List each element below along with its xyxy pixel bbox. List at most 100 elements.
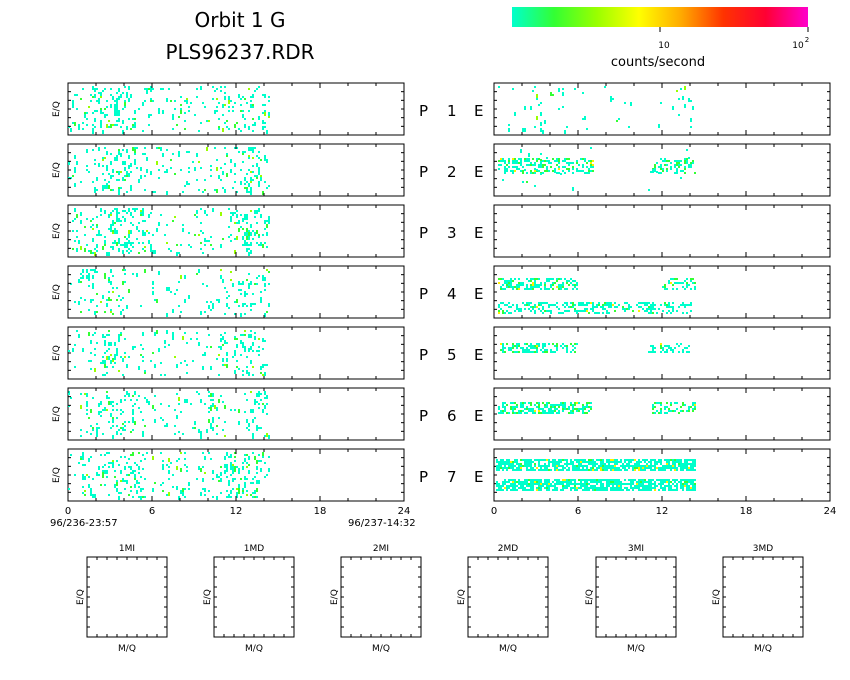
data-cell	[132, 124, 134, 126]
data-cell	[614, 489, 616, 491]
data-cell	[534, 162, 536, 164]
data-cell	[166, 464, 168, 466]
data-cell	[104, 342, 106, 346]
data-cell	[116, 159, 118, 161]
data-cell	[652, 479, 654, 481]
data-cell	[244, 484, 246, 488]
data-cell	[110, 311, 112, 313]
data-cell	[184, 120, 186, 122]
data-cell	[80, 297, 82, 299]
data-cell	[554, 304, 556, 306]
data-cell	[590, 147, 592, 149]
data-cell	[634, 487, 636, 489]
data-cell	[128, 234, 130, 236]
data-cell	[156, 228, 158, 232]
data-cell	[658, 489, 660, 491]
data-cell	[128, 248, 130, 250]
data-cell	[166, 287, 168, 291]
data-cell	[572, 302, 574, 304]
data-cell	[116, 431, 118, 433]
data-cell	[94, 252, 96, 256]
data-cell	[658, 172, 660, 174]
data-cell	[530, 286, 532, 288]
row-label-e: E	[474, 102, 483, 120]
data-cell	[586, 404, 588, 406]
data-cell	[108, 281, 110, 283]
data-cell	[198, 234, 200, 236]
data-cell	[128, 356, 130, 358]
data-cell	[268, 435, 270, 439]
data-cell	[538, 481, 540, 483]
data-cell	[268, 112, 270, 116]
data-cell	[536, 349, 538, 351]
data-cell	[672, 302, 674, 304]
data-cell	[264, 110, 266, 112]
data-cell	[242, 466, 244, 470]
data-cell	[610, 483, 612, 485]
data-cell	[260, 393, 262, 395]
data-cell	[510, 278, 512, 280]
data-cell	[606, 302, 608, 304]
data-cell	[686, 485, 688, 487]
data-cell	[136, 208, 138, 210]
data-cell	[220, 348, 222, 350]
data-cell	[104, 454, 106, 456]
data-cell	[106, 397, 108, 399]
data-cell	[572, 410, 574, 412]
data-cell	[142, 356, 144, 358]
data-cell	[538, 345, 540, 347]
data-cell	[530, 410, 532, 412]
data-cell	[90, 456, 92, 458]
data-cell	[222, 171, 224, 175]
data-cell	[142, 153, 144, 155]
data-cell	[598, 479, 600, 481]
data-cell	[172, 153, 174, 155]
data-cell	[524, 463, 526, 465]
data-cell	[606, 487, 608, 489]
data-cell	[618, 461, 620, 463]
data-cell	[690, 302, 692, 304]
bottom-panel-title: 2MI	[373, 544, 389, 554]
data-cell	[104, 114, 106, 118]
data-cell	[238, 228, 240, 232]
bottom-panel-xlabel: M/Q	[499, 644, 517, 654]
data-cell	[574, 286, 576, 288]
data-cell	[150, 100, 152, 102]
data-cell	[634, 469, 636, 471]
data-cell	[630, 483, 632, 485]
data-cell	[518, 162, 520, 164]
data-cell	[678, 412, 680, 414]
data-cell	[546, 412, 548, 414]
data-cell	[238, 281, 240, 285]
data-cell	[512, 280, 514, 282]
data-cell	[650, 306, 652, 308]
data-cell	[584, 308, 586, 310]
data-cell	[658, 467, 660, 469]
data-cell	[124, 100, 126, 102]
data-cell	[222, 344, 224, 346]
data-cell	[562, 481, 564, 483]
data-cell	[670, 306, 672, 308]
data-cell	[682, 349, 684, 351]
data-cell	[650, 479, 652, 481]
data-cell	[226, 297, 228, 299]
data-cell	[172, 220, 174, 222]
data-cell	[136, 273, 138, 277]
data-cell	[548, 410, 550, 412]
data-cell	[546, 483, 548, 485]
data-cell	[104, 484, 106, 486]
data-cell	[254, 490, 256, 494]
data-cell	[100, 234, 102, 236]
data-cell	[148, 214, 150, 218]
data-cell	[242, 370, 244, 372]
data-cell	[256, 425, 258, 429]
data-cell	[250, 232, 252, 236]
data-cell	[224, 287, 226, 289]
data-cell	[134, 122, 136, 126]
data-cell	[234, 350, 236, 352]
data-cell	[686, 304, 688, 306]
data-cell	[142, 431, 144, 433]
data-cell	[68, 488, 70, 490]
data-cell	[228, 236, 230, 238]
data-cell	[642, 459, 644, 461]
